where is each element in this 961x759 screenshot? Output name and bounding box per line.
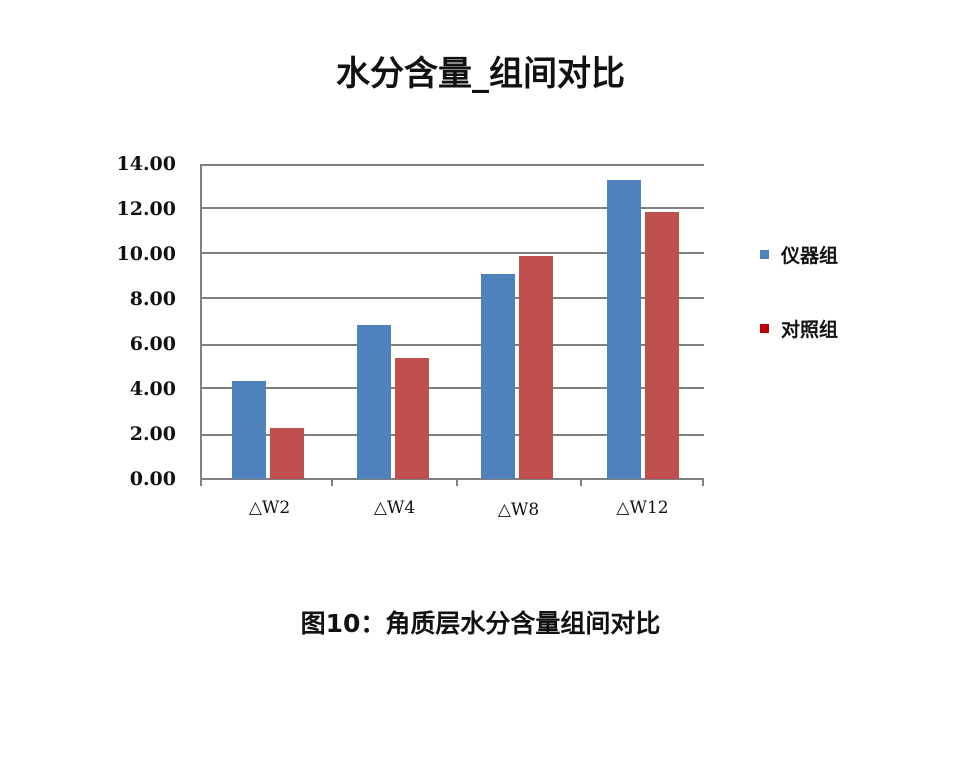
legend-swatch-red-icon [760,324,769,333]
bar-instrument-2 [481,274,515,479]
bar-control-2 [519,256,553,479]
y-axis-line [200,164,202,480]
legend-item-instrument: 仪器组 [760,241,838,268]
y-tick-label: 14.00 [116,153,177,175]
x-tick-mark [331,478,333,486]
gridline [200,297,704,299]
legend-item-control: 对照组 [760,315,838,342]
gridline [200,164,704,166]
y-tick-label: 0.00 [129,468,176,490]
legend-label: 对照组 [781,319,839,341]
gridline [200,344,704,346]
bar-instrument-3 [607,179,641,479]
x-tick-mark [456,478,458,486]
y-tick-label: 12.00 [116,198,177,220]
y-tick-label: 4.00 [129,378,176,400]
bar-control-0 [270,428,304,479]
figure-caption: 图10：角质层水分含量组间对比 [300,609,661,638]
x-tick-mark [702,478,704,486]
gridline [200,387,704,389]
chart-title: 水分含量_组间对比 [336,54,625,94]
x-tick-label: △W8 [497,500,540,520]
bar-control-1 [395,357,429,479]
bar-instrument-0 [232,381,266,479]
y-tick-label: 8.00 [129,288,176,310]
bar-control-3 [645,212,679,479]
y-tick-label: 2.00 [129,423,176,445]
y-tick-label: 6.00 [129,333,176,355]
x-tick-mark [580,478,582,486]
bar-instrument-1 [357,324,391,479]
gridline [200,252,704,254]
legend-swatch-blue-icon [760,250,769,259]
gridline [200,207,704,209]
legend-label: 仪器组 [781,245,839,267]
x-tick-mark [200,478,202,486]
gridline [200,434,704,436]
x-tick-label: △W2 [248,498,291,518]
x-tick-label: △W12 [616,498,669,518]
y-tick-label: 10.00 [116,243,177,265]
x-axis-line [200,478,704,480]
x-tick-label: △W4 [373,498,416,518]
